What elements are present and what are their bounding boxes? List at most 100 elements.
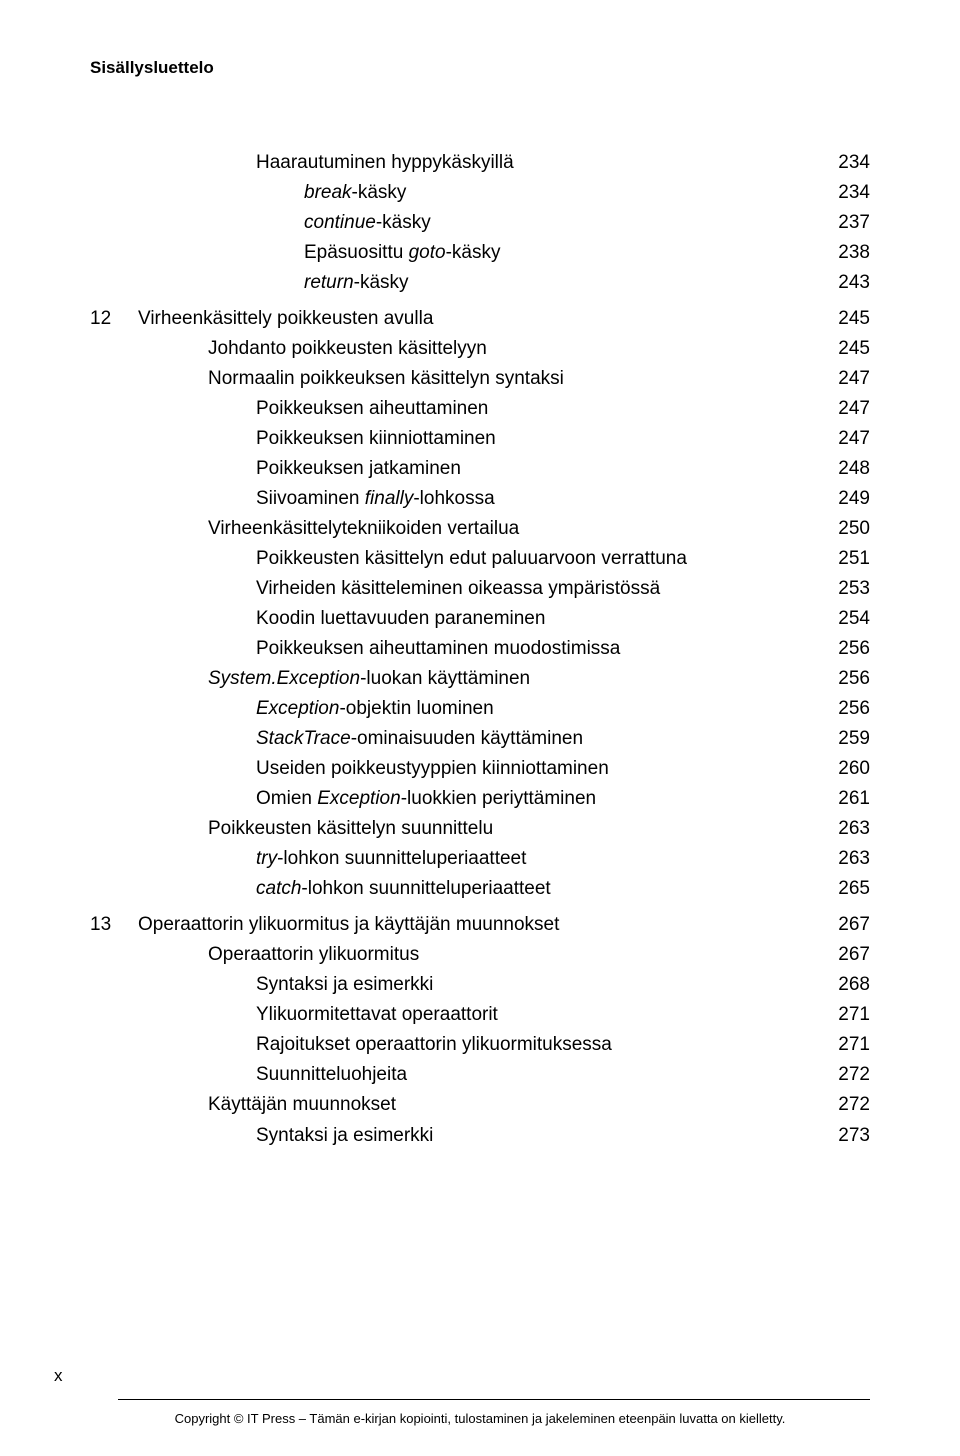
toc-row: Operaattorin ylikuormitus 267 xyxy=(90,940,870,970)
toc-page-number: 256 xyxy=(820,634,870,664)
toc-text-segment: Virheenkäsittely poikkeusten avulla xyxy=(138,308,433,329)
toc-row: Poikkeuksen jatkaminen248 xyxy=(90,454,870,484)
chapter-number: 13 xyxy=(90,910,138,940)
footer-copyright: Copyright © IT Press – Tämän e-kirjan ko… xyxy=(0,1411,960,1426)
toc-text-segment: -käsky xyxy=(354,272,409,293)
toc-label: catch-lohkon suunnitteluperiaatteet xyxy=(90,874,551,904)
toc-label: break-käsky xyxy=(90,178,406,208)
toc-label: Operaattorin ylikuormitus xyxy=(90,940,419,970)
toc-text-segment: Operaattorin ylikuormitus ja käyttäjän m… xyxy=(138,914,559,935)
toc-row: Poikkeuksen kiinniottaminen 247 xyxy=(90,424,870,454)
toc-row: 12Virheenkäsittely poikkeusten avulla 245 xyxy=(90,304,870,334)
toc-row: StackTrace-ominaisuuden käyttäminen 259 xyxy=(90,724,870,754)
toc-row: Poikkeusten käsittelyn edut paluuarvoon … xyxy=(90,544,870,574)
toc-page-number: 247 xyxy=(820,394,870,424)
toc-text-segment: finally xyxy=(365,488,414,509)
toc-label: Suunnitteluohjeita xyxy=(90,1060,407,1090)
toc-page-number: 237 xyxy=(820,208,870,238)
toc-label: Epäsuosittu goto-käsky xyxy=(90,238,500,268)
toc-row: 13Operaattorin ylikuormitus ja käyttäjän… xyxy=(90,910,870,940)
toc-text-segment: break xyxy=(304,182,352,203)
toc-page-number: 272 xyxy=(820,1090,870,1120)
toc-text-segment: return xyxy=(304,272,354,293)
toc-row: Siivoaminen finally-lohkossa 249 xyxy=(90,484,870,514)
toc-row: Rajoitukset operaattorin ylikuormitukses… xyxy=(90,1030,870,1060)
toc-row: Käyttäjän muunnokset 272 xyxy=(90,1090,870,1120)
toc-text-segment: -käsky xyxy=(376,212,431,233)
toc-text-segment: -lohkon suunnitteluperiaatteet xyxy=(301,878,550,899)
toc-label: Poikkeuksen kiinniottaminen xyxy=(90,424,496,454)
toc-row: Epäsuosittu goto-käsky238 xyxy=(90,238,870,268)
toc-page-number: 267 xyxy=(820,940,870,970)
toc-page-number: 256 xyxy=(820,694,870,724)
toc-label: Virheiden käsitteleminen oikeassa ympäri… xyxy=(90,574,660,604)
toc-text-segment: catch xyxy=(256,878,301,899)
toc-label: Syntaksi ja esimerkki xyxy=(90,970,433,1000)
toc-label: Exception-objektin luominen xyxy=(90,694,494,724)
toc-label: Poikkeuksen aiheuttaminen muodostimissa xyxy=(90,634,620,664)
toc-page-number: 247 xyxy=(820,424,870,454)
toc-text-segment: Käyttäjän muunnokset xyxy=(208,1094,396,1115)
toc-row: Virheenkäsittelytekniikoiden vertailua25… xyxy=(90,514,870,544)
toc-label: 12Virheenkäsittely poikkeusten avulla xyxy=(90,304,433,334)
toc-label: try-lohkon suunnitteluperiaatteet xyxy=(90,844,526,874)
toc-label: Haarautuminen hyppykäskyillä xyxy=(90,148,514,178)
toc-text-segment: Exception xyxy=(317,788,400,809)
toc-page-number: 256 xyxy=(820,664,870,694)
toc-page-number: 263 xyxy=(820,814,870,844)
toc-row: Poikkeuksen aiheuttaminen 247 xyxy=(90,394,870,424)
toc-text-segment: Poikkeusten käsittelyn edut paluuarvoon … xyxy=(256,548,687,569)
toc-page-number: 260 xyxy=(820,754,870,784)
toc-row: try-lohkon suunnitteluperiaatteet263 xyxy=(90,844,870,874)
toc-text-segment: continue xyxy=(304,212,376,233)
toc-page-number: 271 xyxy=(820,1030,870,1060)
toc-text-segment: Poikkeuksen aiheuttaminen xyxy=(256,398,488,419)
toc-text-segment: try xyxy=(256,848,277,869)
toc-page-number: 259 xyxy=(820,724,870,754)
toc-text-segment: Poikkeuksen jatkaminen xyxy=(256,458,461,479)
toc-row: continue-käsky 237 xyxy=(90,208,870,238)
toc-text-segment: Operaattorin ylikuormitus xyxy=(208,944,419,965)
toc-page-number: 267 xyxy=(820,910,870,940)
toc-text-segment: Exception xyxy=(256,698,339,719)
toc-row: Johdanto poikkeusten käsittelyyn 245 xyxy=(90,334,870,364)
toc-row: Ylikuormitettavat operaattorit271 xyxy=(90,1000,870,1030)
toc-page-number: 245 xyxy=(820,334,870,364)
toc-page-number: 261 xyxy=(820,784,870,814)
toc-text-segment: Suunnitteluohjeita xyxy=(256,1064,407,1085)
toc-text-segment: -objektin luominen xyxy=(339,698,493,719)
toc-text-segment: StackTrace xyxy=(256,728,351,749)
toc-text-segment: Poikkeuksen kiinniottaminen xyxy=(256,428,496,449)
toc-text-segment: Rajoitukset operaattorin ylikuormitukses… xyxy=(256,1034,612,1055)
toc-page-number: 245 xyxy=(820,304,870,334)
toc-row: Koodin luettavuuden paraneminen254 xyxy=(90,604,870,634)
toc-page-number: 249 xyxy=(820,484,870,514)
toc-row: Normaalin poikkeuksen käsittelyn syntaks… xyxy=(90,364,870,394)
toc-text-segment: Siivoaminen xyxy=(256,488,365,509)
toc-text-segment: Virheenkäsittelytekniikoiden vertailua xyxy=(208,518,519,539)
toc-text-segment: -lohkon suunnitteluperiaatteet xyxy=(277,848,526,869)
toc-label: System.Exception-luokan käyttäminen xyxy=(90,664,530,694)
toc-label: Virheenkäsittelytekniikoiden vertailua xyxy=(90,514,519,544)
toc-page-number: 254 xyxy=(820,604,870,634)
toc-label: Poikkeusten käsittelyn edut paluuarvoon … xyxy=(90,544,687,574)
footer-rule xyxy=(118,1399,870,1400)
toc-label: Normaalin poikkeuksen käsittelyn syntaks… xyxy=(90,364,564,394)
toc-text-segment: -käsky xyxy=(352,182,407,203)
toc-row: Exception-objektin luominen 256 xyxy=(90,694,870,724)
toc-row: Poikkeuksen aiheuttaminen muodostimissa 2… xyxy=(90,634,870,664)
toc-text-segment: Syntaksi ja esimerkki xyxy=(256,974,433,995)
toc-page-number: 272 xyxy=(820,1060,870,1090)
toc-text-segment: -ominaisuuden käyttäminen xyxy=(351,728,583,749)
toc-text-segment: Johdanto poikkeusten käsittelyyn xyxy=(208,338,487,359)
toc-text-segment: System.Exception xyxy=(208,668,360,689)
toc-row: Haarautuminen hyppykäskyillä234 xyxy=(90,148,870,178)
toc-page-number: 247 xyxy=(820,364,870,394)
header-title: Sisällysluettelo xyxy=(90,58,870,78)
toc-label: Käyttäjän muunnokset xyxy=(90,1090,396,1120)
page-marker: x xyxy=(54,1366,63,1386)
toc-page-number: 234 xyxy=(820,178,870,208)
toc-row: return-käsky243 xyxy=(90,268,870,298)
toc-page-number: 251 xyxy=(820,544,870,574)
toc-label: Siivoaminen finally-lohkossa xyxy=(90,484,495,514)
